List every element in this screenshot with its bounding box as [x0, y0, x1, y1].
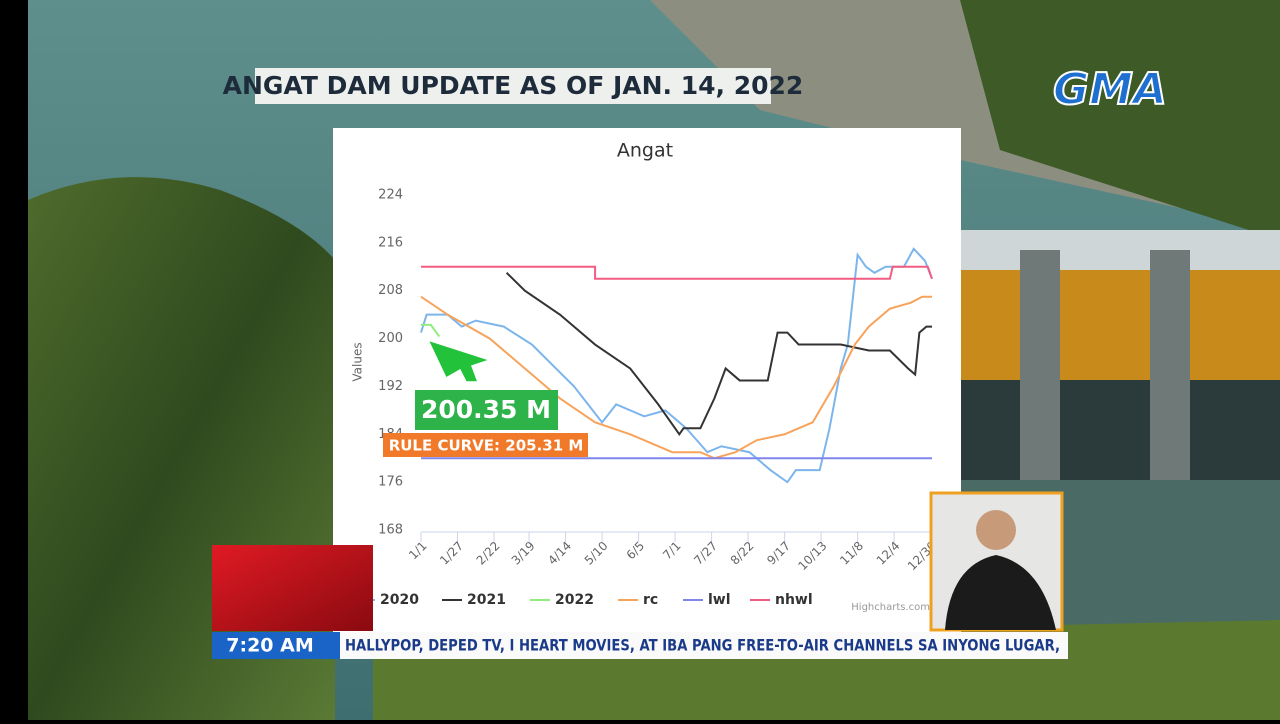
headline-box [255, 68, 771, 104]
rule-curve-label: RULE CURVE: 205.31 M [389, 437, 584, 455]
series-line [420, 247, 933, 484]
interpreter-head [976, 510, 1016, 550]
y-tick-label: 208 [378, 283, 403, 298]
pointer-arrow [426, 338, 493, 383]
series-line [420, 295, 932, 460]
y-axis-label: Values [351, 342, 365, 381]
chart-panel [333, 128, 961, 648]
level-box [415, 390, 558, 430]
time-box [212, 632, 340, 659]
y-tick-label: 176 [378, 475, 403, 490]
legend-label: nhwl [775, 592, 813, 608]
legend-label: 2022 [555, 592, 594, 608]
time: 7:20 AM [226, 635, 314, 657]
y-tick-label: 168 [378, 523, 403, 538]
chart-title: Angat [617, 140, 673, 162]
overlays: 200.35 M RULE CURVE: 205.31 M 7:20 AM HA… [212, 338, 1068, 659]
y-tick-label: 224 [378, 188, 403, 203]
legend-label: 2020 [380, 592, 419, 608]
red-graphic [212, 545, 373, 631]
series-line [421, 265, 933, 280]
headline: ANGAT DAM UPDATE AS OF JAN. 14, 2022 [223, 71, 804, 100]
legend-label: lwl [708, 592, 731, 608]
legend-label: rc [643, 592, 658, 608]
logo: GMA [1053, 64, 1167, 115]
credits: Highcharts.com [851, 602, 930, 613]
y-tick-label: 216 [378, 235, 403, 250]
series-line [421, 323, 441, 338]
ticker-box [340, 632, 1068, 659]
series-line [505, 272, 932, 437]
legend-label: 2021 [467, 592, 506, 608]
level-label: 200.35 M [421, 395, 551, 424]
y-tick-label: 192 [378, 379, 403, 394]
ticker: HALLYPOP, DEPED TV, I HEART MOVIES, AT I… [345, 636, 1060, 655]
interpreter-body [945, 555, 1056, 630]
rule-curve-box [383, 433, 588, 457]
y-tick-label: 200 [378, 331, 403, 346]
